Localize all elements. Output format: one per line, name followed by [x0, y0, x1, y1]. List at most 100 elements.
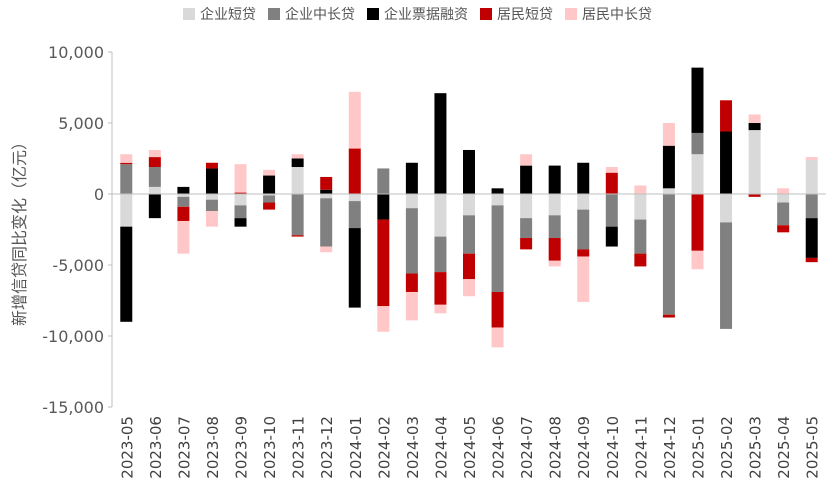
y-tick-label: -10,000 — [42, 327, 104, 346]
bar-segment-6-4 — [291, 154, 304, 159]
bar-segment-22-2 — [748, 123, 761, 131]
bar-segment-13-1 — [491, 205, 504, 292]
bar-segment-8-1 — [348, 201, 361, 229]
bar-segment-24-4 — [805, 157, 818, 160]
bar-segment-4-1 — [234, 205, 247, 219]
legend-item-4: 居民中长贷 — [565, 4, 652, 24]
bar-segment-0-4 — [120, 154, 133, 163]
bar-segment-15-2 — [548, 165, 561, 194]
legend-item-0: 企业短贷 — [183, 4, 256, 24]
x-tick-label: 2024-01 — [347, 416, 365, 479]
x-tick-label: 2025-02 — [718, 416, 736, 479]
bar-segment-19-4 — [662, 123, 675, 146]
bar-segment-18-3 — [634, 253, 647, 267]
x-tick-label: 2024-12 — [661, 416, 679, 479]
bar-segment-19-0 — [662, 188, 675, 194]
bar-segment-12-2 — [463, 149, 475, 194]
bar-segment-7-0 — [320, 194, 333, 199]
x-tick-label: 2024-08 — [547, 416, 565, 479]
bar-segment-7-3 — [320, 176, 333, 190]
legend-label-4: 居民中长贷 — [582, 7, 652, 23]
bar-segment-0-2 — [120, 226, 133, 322]
x-tick-label: 2023-10 — [261, 416, 279, 479]
bar-segment-7-2 — [320, 189, 333, 194]
bar-segment-2-2 — [177, 186, 190, 194]
bar-segment-5-4 — [263, 169, 276, 176]
bar-segment-3-3 — [205, 162, 218, 169]
bar-segment-16-1 — [577, 209, 590, 250]
bar-segment-10-3 — [405, 273, 418, 292]
bar-segment-16-2 — [577, 162, 590, 194]
bar-segment-5-1 — [263, 195, 276, 203]
bar-segment-19-2 — [662, 145, 675, 189]
bar-segment-23-3 — [777, 225, 790, 233]
bar-segment-13-3 — [491, 291, 504, 328]
legend-item-2: 企业票据融资 — [367, 4, 468, 24]
x-tick-label: 2025-04 — [775, 416, 793, 479]
bar-segment-0-1 — [120, 164, 133, 194]
bar-segment-24-2 — [805, 218, 818, 258]
bar-segment-24-3 — [805, 257, 818, 263]
x-tick-label: 2024-03 — [404, 416, 422, 479]
legend-swatch-4 — [565, 8, 577, 20]
bar-segment-4-4 — [234, 164, 247, 193]
bar-segment-3-4 — [205, 211, 218, 227]
bar-segment-21-1 — [720, 222, 733, 329]
chart-legend: 企业短贷 企业中长贷 企业票据融资 居民短贷 居民中长贷 — [0, 4, 835, 24]
legend-item-1: 企业中长贷 — [268, 4, 355, 24]
x-tick-label: 2025-01 — [689, 416, 707, 479]
legend-label-0: 企业短贷 — [200, 7, 256, 23]
bar-segment-12-0 — [463, 194, 475, 216]
x-tick-label: 2024-09 — [575, 416, 593, 479]
legend-label-3: 居民短贷 — [497, 7, 553, 23]
bar-segment-6-3 — [291, 235, 304, 237]
x-tick-label: 2024-06 — [490, 416, 508, 479]
bar-segment-23-0 — [777, 194, 790, 203]
legend-label-2: 企业票据融资 — [384, 7, 468, 23]
bar-segment-5-0 — [263, 194, 276, 196]
bar-segment-9-1 — [377, 168, 390, 194]
bar-segment-8-2 — [348, 228, 361, 308]
bar-segment-14-0 — [520, 194, 533, 219]
bar-segment-15-3 — [548, 238, 561, 261]
bar-segment-10-4 — [405, 291, 418, 321]
bar-segment-7-4 — [320, 246, 333, 253]
bar-segment-13-4 — [491, 327, 504, 348]
bar-segment-18-0 — [634, 194, 647, 220]
y-tick-label: 0 — [94, 185, 104, 204]
bar-segment-21-2 — [720, 131, 733, 194]
bar-segment-20-0 — [691, 154, 704, 194]
bar-segment-1-2 — [148, 194, 161, 219]
bar-segment-15-4 — [548, 260, 561, 267]
bar-segment-11-4 — [434, 304, 447, 314]
bar-segment-23-4 — [777, 188, 790, 194]
y-tick-label: -15,000 — [42, 398, 104, 417]
bar-segment-24-0 — [805, 159, 818, 194]
bar-segment-17-4 — [605, 167, 618, 173]
bar-segment-22-0 — [748, 130, 761, 194]
x-tick-label: 2023-05 — [118, 416, 136, 479]
bar-segment-1-0 — [148, 186, 161, 194]
x-tick-label: 2024-10 — [604, 416, 622, 479]
bar-segment-19-1 — [662, 194, 675, 315]
bar-segment-20-4 — [691, 250, 704, 270]
bar-segment-21-3 — [720, 100, 733, 132]
bar-segment-6-0 — [291, 167, 304, 194]
legend-swatch-0 — [183, 8, 195, 20]
x-tick-label: 2023-11 — [290, 416, 308, 479]
bar-segment-21-0 — [720, 194, 733, 223]
bar-segment-1-1 — [148, 167, 161, 187]
x-tick-label: 2023-12 — [318, 416, 336, 479]
x-tick-label: 2023-07 — [175, 416, 193, 479]
bar-segment-17-1 — [605, 194, 618, 227]
bar-segment-11-1 — [434, 236, 447, 273]
bar-segment-22-4 — [748, 114, 761, 123]
bar-segment-3-1 — [205, 199, 218, 212]
bar-segment-11-0 — [434, 194, 447, 237]
bar-segment-16-0 — [577, 194, 590, 210]
bar-segment-18-4 — [634, 185, 647, 194]
bar-segment-18-1 — [634, 219, 647, 254]
bar-segment-9-2 — [377, 194, 390, 220]
bar-segment-4-2 — [234, 218, 247, 227]
bar-segment-24-1 — [805, 194, 818, 219]
